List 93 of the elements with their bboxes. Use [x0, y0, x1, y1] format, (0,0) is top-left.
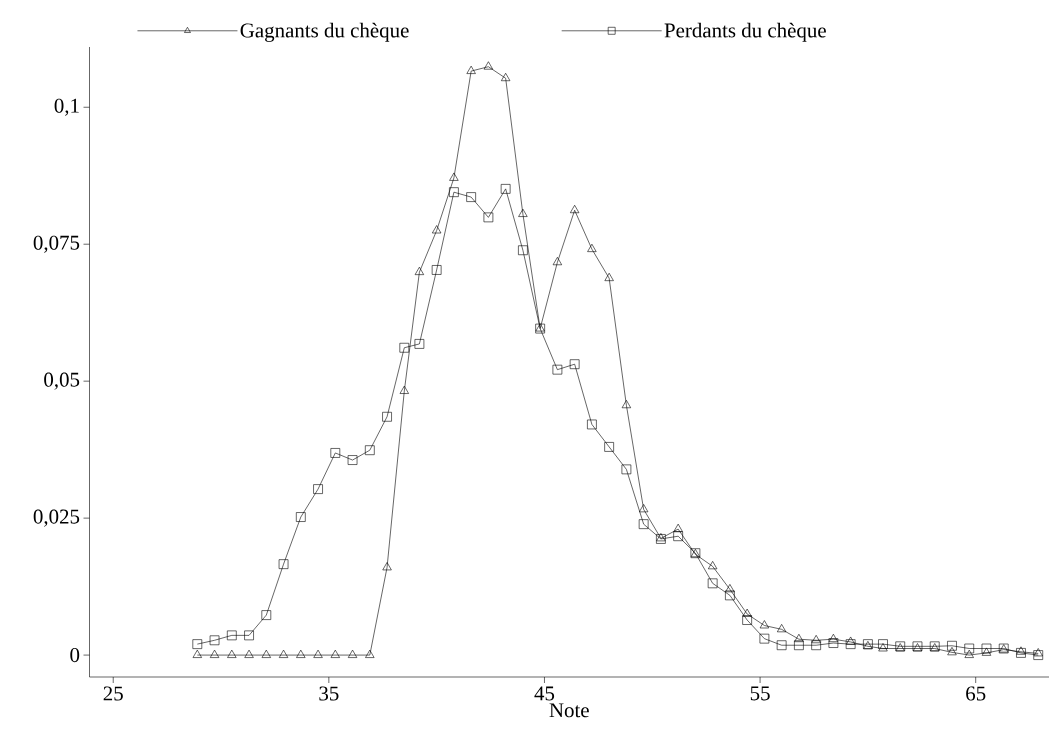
- point: [296, 649, 306, 658]
- point: [466, 192, 476, 202]
- point: [621, 399, 632, 409]
- point: [759, 620, 770, 629]
- point: [244, 649, 254, 658]
- point: [518, 208, 528, 217]
- point: [964, 643, 975, 654]
- point: [759, 633, 770, 644]
- point: [742, 615, 752, 625]
- point: [414, 266, 425, 275]
- point: [552, 364, 563, 375]
- legend-label: Gagnants du chèque: [240, 22, 409, 42]
- x-axis-title: Note: [549, 703, 589, 718]
- point: [794, 633, 804, 642]
- point: [964, 649, 974, 658]
- point: [399, 342, 410, 353]
- point: [501, 72, 511, 82]
- point: [449, 172, 459, 181]
- point: [382, 411, 392, 422]
- point: [638, 519, 649, 529]
- point: [518, 245, 528, 256]
- point: [947, 640, 957, 651]
- point: [776, 640, 787, 651]
- legend-label: Perdants du chèque: [664, 22, 826, 42]
- point: [707, 578, 718, 589]
- point: [604, 442, 614, 452]
- y-tick-label: 0,075: [33, 235, 80, 253]
- point: [483, 61, 494, 70]
- point: [296, 512, 306, 522]
- point: [552, 256, 563, 266]
- point: [313, 649, 323, 658]
- point: [330, 448, 341, 458]
- point: [725, 590, 735, 601]
- point: [261, 610, 272, 620]
- point: [947, 647, 957, 656]
- point: [382, 562, 392, 571]
- x-tick-label: 45: [534, 686, 555, 701]
- point: [673, 523, 683, 532]
- y-tick-label: 0: [70, 648, 80, 663]
- point: [777, 624, 787, 633]
- point: [209, 649, 220, 658]
- point: [347, 649, 358, 658]
- point: [708, 561, 718, 570]
- point: [261, 649, 271, 658]
- point: [278, 559, 289, 569]
- point: [846, 636, 856, 645]
- x-tick-label: 35: [319, 686, 339, 701]
- point: [621, 464, 632, 475]
- point: [399, 385, 409, 394]
- point: [811, 640, 821, 651]
- x-tick-label: 25: [103, 686, 123, 701]
- point: [431, 265, 442, 275]
- point: [500, 184, 511, 194]
- point: [365, 445, 375, 455]
- point: [794, 640, 804, 651]
- point: [828, 638, 839, 648]
- point: [192, 639, 203, 649]
- point: [570, 204, 580, 214]
- point: [725, 584, 735, 593]
- point: [365, 649, 375, 658]
- y-tick-label: 0,1: [54, 98, 79, 116]
- point: [414, 339, 425, 349]
- point: [587, 419, 597, 430]
- point: [432, 225, 442, 234]
- y-tick-label: 0,05: [44, 372, 80, 390]
- point: [742, 608, 752, 617]
- point: [466, 65, 476, 74]
- x-tick-label: 55: [750, 686, 770, 701]
- point: [330, 649, 340, 658]
- point: [878, 643, 888, 652]
- point: [981, 647, 992, 656]
- point: [347, 455, 358, 465]
- point: [639, 504, 649, 513]
- point: [828, 633, 839, 642]
- point: [278, 649, 289, 658]
- point: [227, 649, 237, 658]
- y-tick-label: 0,025: [33, 509, 80, 527]
- point: [209, 635, 220, 646]
- point: [811, 634, 821, 644]
- x-tick-label: 65: [966, 686, 986, 701]
- point: [878, 639, 888, 649]
- point: [483, 212, 494, 223]
- point: [845, 639, 856, 649]
- point: [192, 649, 202, 658]
- point: [244, 630, 254, 641]
- point: [981, 643, 992, 654]
- point: [673, 531, 683, 542]
- point: [227, 630, 237, 641]
- point: [587, 243, 597, 252]
- point: [604, 272, 614, 281]
- point: [313, 484, 323, 494]
- point: [449, 187, 459, 197]
- point: [569, 359, 580, 369]
